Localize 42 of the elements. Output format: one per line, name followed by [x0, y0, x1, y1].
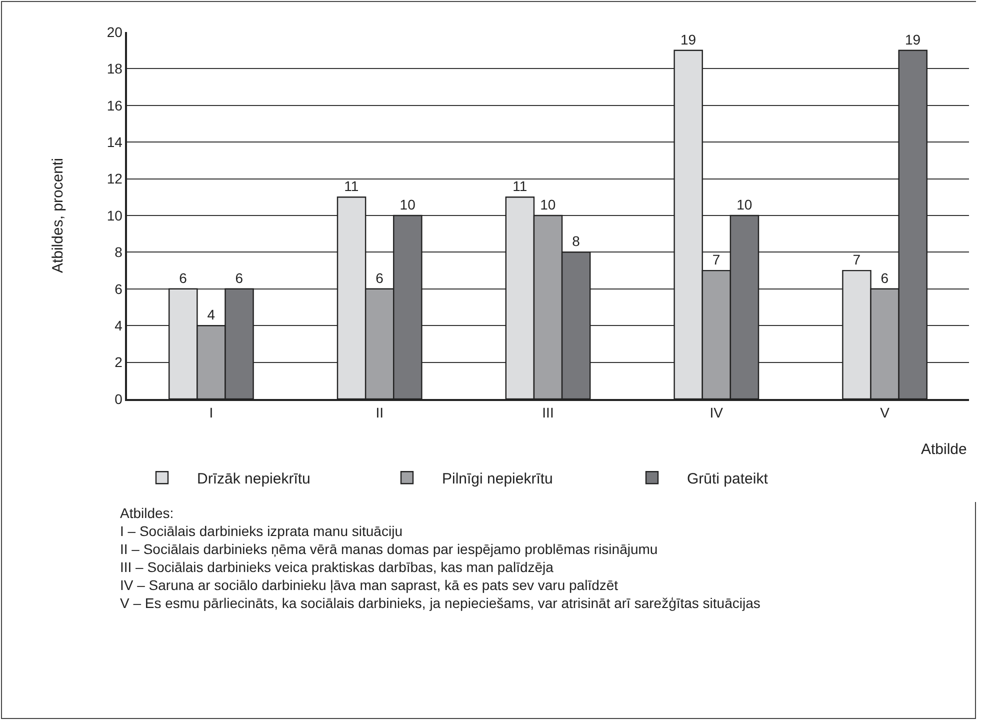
- x-tick-label: II: [376, 404, 384, 421]
- x-tick-label: I: [209, 404, 214, 421]
- legend-label: Pilnīgi nepiekrītu: [442, 470, 553, 488]
- data-label: 6: [376, 270, 384, 286]
- y-tick-label: 8: [114, 244, 123, 260]
- data-label: 4: [207, 306, 216, 323]
- data-label: 10: [400, 196, 416, 212]
- x-tick-label: III: [542, 404, 554, 421]
- y-tick-label: 16: [106, 97, 123, 114]
- legend-label: Drīzāk nepiekrītu: [197, 470, 310, 488]
- data-label: 7: [712, 252, 720, 268]
- y-tick-label: 4: [114, 318, 123, 334]
- y-tick-label: 0: [114, 390, 123, 407]
- data-label: 6: [179, 270, 188, 286]
- y-tick-label: 20: [106, 24, 123, 40]
- x-tick-label: IV: [710, 404, 724, 421]
- y-tick-label: 6: [114, 280, 123, 297]
- data-label: 8: [572, 233, 580, 250]
- y-tick-label: 18: [106, 60, 123, 77]
- text: Atbildes:: [120, 504, 175, 522]
- text: I – Sociālais darbinieks izprata manu situāciju: [120, 522, 404, 540]
- x-axis-title: Atbilde: [921, 441, 967, 458]
- data-label: 6: [235, 270, 244, 286]
- text: III – Sociālais darbinieks veica praktiskas darbības, kas man palīdzēja: [120, 558, 554, 576]
- data-label: 10: [540, 196, 556, 212]
- y-tick-label: 12: [106, 170, 123, 187]
- data-label: 7: [852, 252, 861, 268]
- text: II – Sociālais darbinieks ņēma vērā manas domas par iespējamo problēmas risinājumu: [120, 540, 659, 558]
- data-label: 19: [904, 31, 921, 48]
- data-label: 19: [680, 31, 696, 48]
- data-label: 11: [512, 178, 528, 194]
- x-tick-label: V: [880, 404, 890, 421]
- data-label: 11: [344, 178, 359, 194]
- text: V – Es esmu pārliecināts, ka sociālais darbinieks, ja nepieciešams, var atrisināt arī sarežģītas situācijas: [120, 594, 762, 612]
- data-label: 6: [880, 270, 889, 286]
- y-axis-title: Atbildes, procenti: [50, 158, 67, 274]
- y-tick-label: 10: [106, 207, 123, 224]
- text: IV – Saruna ar sociālo darbinieku ļāva man saprast, kā es pats sev varu palīdzēt: [120, 576, 620, 594]
- y-tick-label: 14: [106, 134, 123, 150]
- y-tick-label: 2: [114, 354, 123, 370]
- legend-label: Grūti pateikt: [687, 470, 769, 488]
- data-label: 10: [736, 196, 752, 212]
